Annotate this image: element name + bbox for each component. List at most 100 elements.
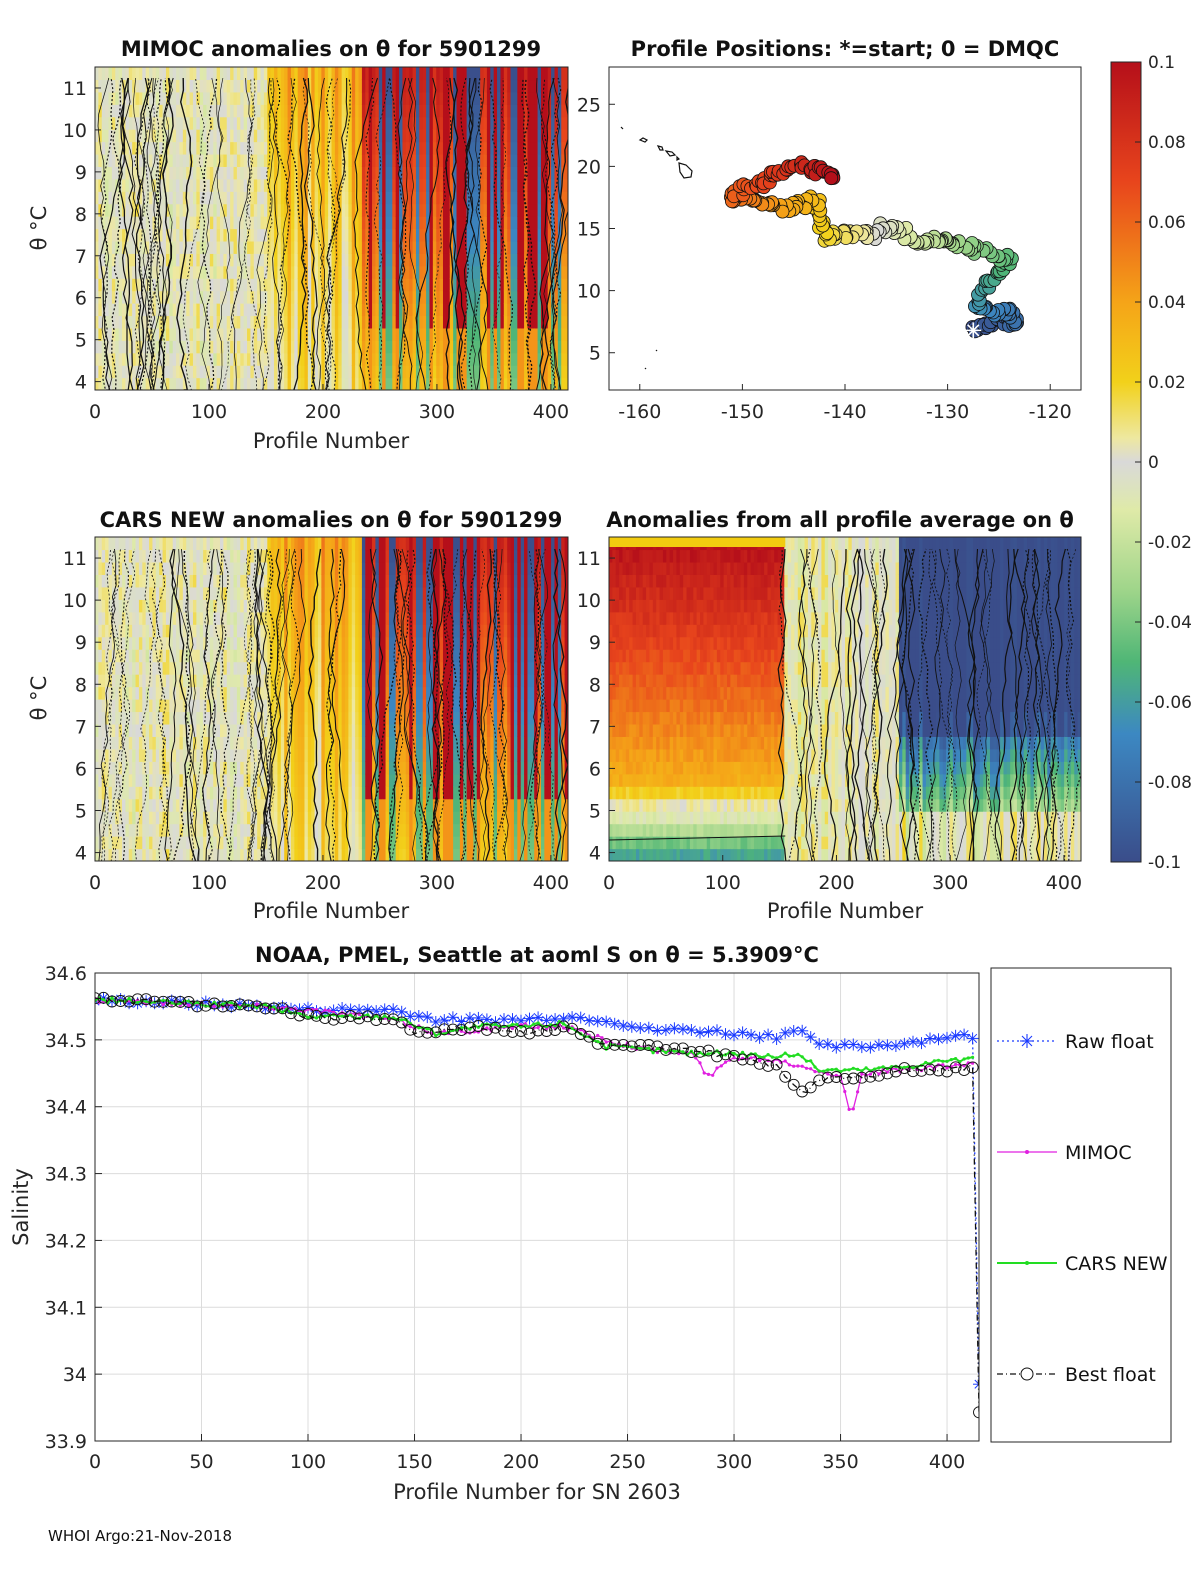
heatmap-cell: [159, 736, 164, 750]
heatmap-cell: [182, 537, 187, 551]
heatmap-cell: [287, 141, 292, 155]
heatmap-cell: [378, 216, 383, 230]
heatmap-cell: [125, 736, 130, 750]
heatmap-cell: [132, 365, 137, 379]
heatmap-cell: [497, 91, 502, 105]
heatmap-cell: [132, 599, 137, 613]
heatmap-cell: [324, 216, 329, 230]
heatmap-cell: [192, 748, 197, 762]
heatmap-cell: [101, 624, 106, 638]
heatmap-cell: [182, 153, 187, 167]
heatmap-cell: [192, 91, 197, 105]
heatmap-cell: [415, 228, 420, 242]
heatmap-cell: [118, 549, 123, 563]
heatmap-cell: [206, 649, 211, 663]
heatmap-cell: [213, 290, 218, 304]
heatmap-cell: [321, 116, 326, 130]
heatmap-cell: [128, 549, 133, 563]
heatmap-cell: [108, 104, 113, 118]
heatmap-cell: [439, 303, 444, 317]
heatmap-cell: [537, 67, 542, 81]
heatmap-cell: [155, 303, 160, 317]
heatmap-cell: [230, 303, 235, 317]
heatmap-cell: [524, 67, 529, 81]
heatmap-cell: [240, 141, 245, 155]
heatmap-cell: [517, 265, 522, 279]
heatmap-cell: [274, 303, 279, 317]
heatmap-cell: [142, 327, 147, 341]
heatmap-cell: [534, 352, 539, 366]
heatmap-cell: [280, 141, 285, 155]
heatmap-cell: [216, 253, 221, 267]
heatmap-cell: [98, 377, 103, 390]
heatmap-cell: [169, 636, 174, 650]
heatmap-cell: [186, 686, 191, 700]
heatmap-cell: [122, 798, 127, 812]
heatmap-cell: [473, 129, 478, 143]
heatmap-cell: [358, 228, 363, 242]
heatmap-cell: [361, 253, 366, 267]
heatmap-cell: [473, 365, 478, 379]
heatmap-cell: [392, 352, 397, 366]
heatmap-cell: [547, 67, 552, 81]
heatmap-cell: [557, 178, 562, 192]
heatmap-cell: [442, 216, 447, 230]
heatmap-cell: [105, 798, 110, 812]
heatmap-cell: [226, 104, 231, 118]
heatmap-cell: [220, 377, 224, 390]
heatmap-cell: [125, 141, 130, 155]
heatmap-cell: [108, 203, 113, 217]
heatmap-cell: [402, 67, 407, 81]
heatmap-cell: [527, 278, 532, 292]
heatmap-cell: [196, 203, 201, 217]
heatmap-cell: [429, 377, 434, 390]
heatmap-cell: [250, 265, 255, 279]
heatmap-cell: [182, 141, 187, 155]
heatmap-cell: [564, 377, 568, 390]
heatmap-cell: [331, 67, 336, 81]
heatmap-cell: [419, 303, 424, 317]
heatmap-cell: [135, 91, 140, 105]
mimoc-ylabel: θ °C: [27, 206, 51, 251]
heatmap-cell: [186, 773, 191, 787]
heatmap-cell: [456, 216, 461, 230]
heatmap-cell: [145, 723, 150, 737]
heatmap-cell: [517, 290, 522, 304]
heatmap-cell: [375, 116, 380, 130]
heatmap-cell: [118, 141, 123, 155]
heatmap-cell: [192, 327, 197, 341]
heatmap-cell: [182, 365, 187, 379]
heatmap-cell: [162, 611, 167, 625]
heatmap-cell: [115, 537, 120, 551]
heatmap-cell: [290, 141, 295, 155]
heatmap-cell: [317, 166, 322, 180]
heatmap-cell: [530, 240, 535, 254]
heatmap-cell: [149, 586, 154, 600]
heatmap-cell: [108, 686, 113, 700]
heatmap-cell: [429, 315, 434, 329]
heatmap-cell: [159, 203, 164, 217]
heatmap-cell: [243, 327, 248, 341]
heatmap-cell: [182, 91, 187, 105]
heatmap-cell: [118, 574, 123, 588]
heatmap-cell: [493, 91, 498, 105]
heatmap-cell: [108, 624, 113, 638]
heatmap-cell: [476, 377, 481, 390]
heatmap-cell: [388, 340, 393, 354]
heatmap-cell: [426, 228, 431, 242]
heatmap-cell: [307, 166, 312, 180]
heatmap-cell: [307, 278, 312, 292]
heatmap-cell: [115, 823, 120, 837]
heatmap-cell: [483, 178, 488, 192]
heatmap-cell: [149, 611, 154, 625]
heatmap-cell: [203, 636, 208, 650]
heatmap-cell: [426, 278, 431, 292]
heatmap-cell: [544, 228, 549, 242]
heatmap-cell: [149, 141, 154, 155]
heatmap-cell: [213, 761, 218, 775]
heatmap-cell: [561, 141, 566, 155]
heatmap-cell: [338, 253, 343, 267]
heatmap-cell: [375, 303, 380, 317]
heatmap-cell: [138, 340, 143, 354]
heatmap-cell: [176, 674, 181, 688]
